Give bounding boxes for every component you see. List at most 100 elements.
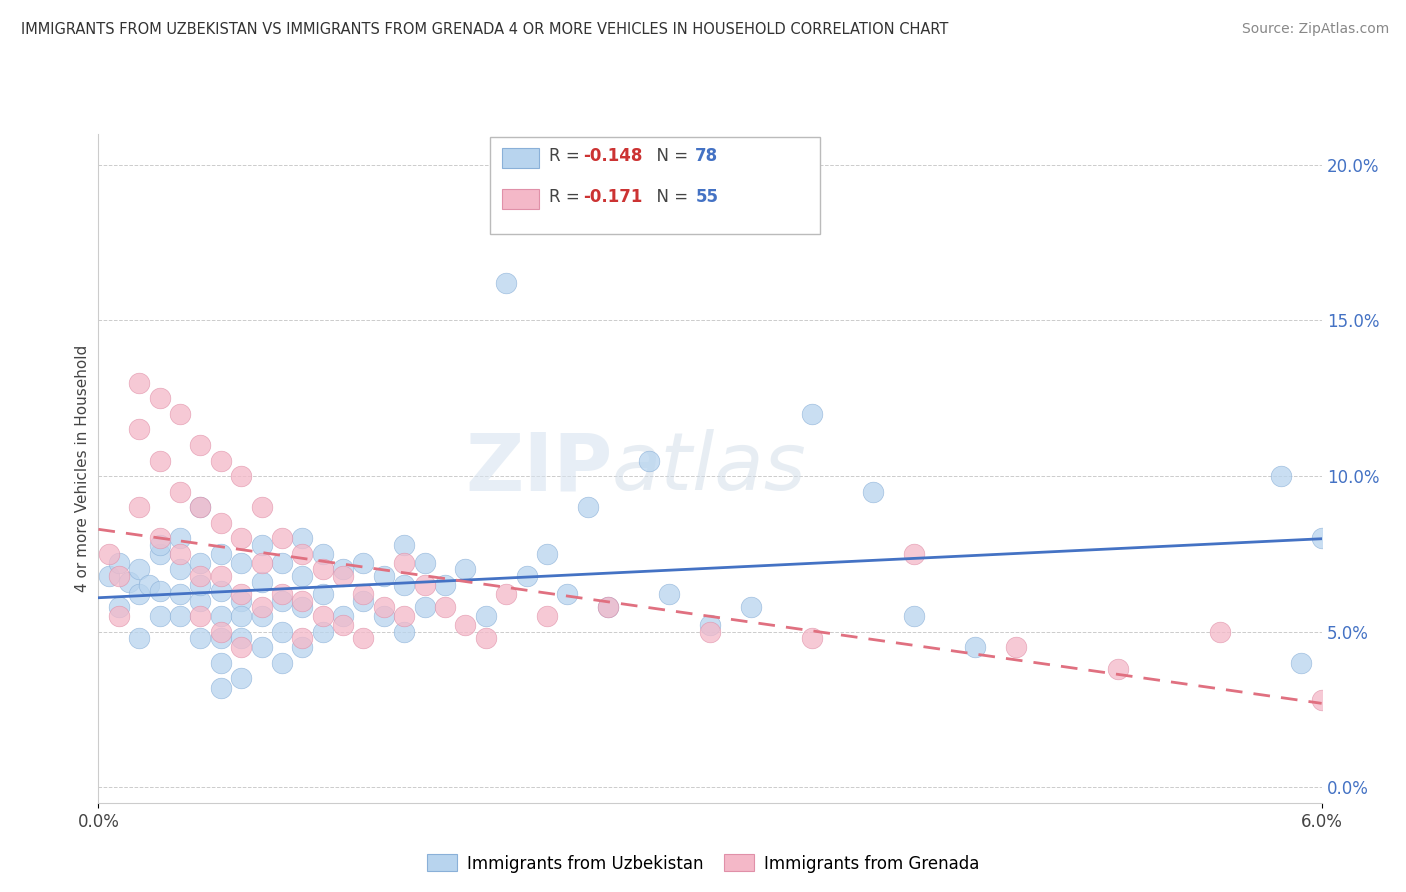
Point (250, 574, 273, 589)
Point (128, 500, 150, 515)
Legend: Immigrants from Uzbekistan, Immigrants from Grenada: Immigrants from Uzbekistan, Immigrants f… (420, 847, 986, 880)
Point (740, 599, 762, 614)
Point (903, 609, 925, 624)
Point (963, 640, 986, 655)
Point (231, 469, 253, 483)
Point (433, 578, 456, 592)
Point (598, 599, 620, 614)
Point (270, 556, 292, 570)
Point (291, 593, 314, 607)
Point (209, 681, 232, 695)
Point (291, 640, 314, 655)
Point (392, 578, 416, 592)
Point (598, 599, 620, 614)
Text: R =: R = (548, 188, 585, 206)
Point (231, 556, 253, 570)
Point (209, 631, 232, 645)
Point (169, 531, 191, 545)
Text: ZIP: ZIP (465, 429, 612, 508)
Point (128, 562, 150, 576)
Point (392, 609, 416, 624)
Point (108, 609, 131, 624)
Point (637, 453, 661, 467)
Point (291, 568, 314, 582)
Point (209, 656, 232, 670)
Point (413, 556, 436, 570)
Point (97, 568, 120, 582)
Point (250, 609, 273, 624)
Point (188, 556, 212, 570)
Point (231, 671, 253, 685)
Point (474, 631, 498, 645)
Point (188, 438, 212, 452)
Point (108, 556, 131, 570)
Text: atlas: atlas (612, 429, 807, 508)
Point (231, 609, 253, 624)
Point (474, 609, 498, 624)
Point (291, 599, 314, 614)
Point (699, 624, 721, 639)
Text: 78: 78 (696, 147, 718, 165)
Point (311, 624, 335, 639)
Point (188, 593, 212, 607)
Point (413, 578, 436, 592)
Point (209, 547, 232, 561)
Point (270, 587, 292, 601)
Point (270, 624, 292, 639)
Point (1289, 656, 1312, 670)
Point (149, 609, 172, 624)
Point (1310, 693, 1333, 707)
Point (209, 568, 232, 582)
Point (862, 484, 884, 499)
Point (231, 531, 253, 545)
Point (392, 537, 416, 551)
Point (250, 556, 273, 570)
Point (188, 500, 212, 515)
Point (209, 584, 232, 599)
Point (250, 640, 273, 655)
Point (332, 609, 354, 624)
Point (311, 562, 335, 576)
Point (231, 587, 253, 601)
Point (1310, 531, 1333, 545)
Point (209, 453, 232, 467)
Point (332, 562, 354, 576)
Point (188, 609, 212, 624)
Point (169, 407, 191, 421)
Point (454, 562, 477, 576)
Point (311, 547, 335, 561)
Point (1208, 624, 1232, 639)
Point (128, 631, 150, 645)
Point (149, 531, 172, 545)
Point (392, 624, 416, 639)
Point (231, 640, 253, 655)
Point (536, 547, 558, 561)
Point (536, 609, 558, 624)
Point (169, 609, 191, 624)
Point (118, 574, 141, 589)
Point (903, 547, 925, 561)
FancyBboxPatch shape (489, 137, 820, 235)
Point (373, 568, 395, 582)
Text: 55: 55 (696, 188, 718, 206)
Point (1107, 662, 1129, 676)
Point (250, 537, 273, 551)
Point (250, 500, 273, 515)
Point (209, 609, 232, 624)
Point (149, 547, 172, 561)
Point (352, 587, 374, 601)
Point (352, 593, 374, 607)
Point (188, 500, 212, 515)
Point (231, 631, 253, 645)
Point (188, 631, 212, 645)
Point (495, 587, 517, 601)
Point (1270, 469, 1292, 483)
Point (516, 568, 538, 582)
Point (149, 537, 172, 551)
Point (169, 484, 191, 499)
Point (555, 587, 579, 601)
Point (169, 587, 191, 601)
Point (149, 584, 172, 599)
Point (332, 618, 354, 632)
Point (138, 578, 160, 592)
